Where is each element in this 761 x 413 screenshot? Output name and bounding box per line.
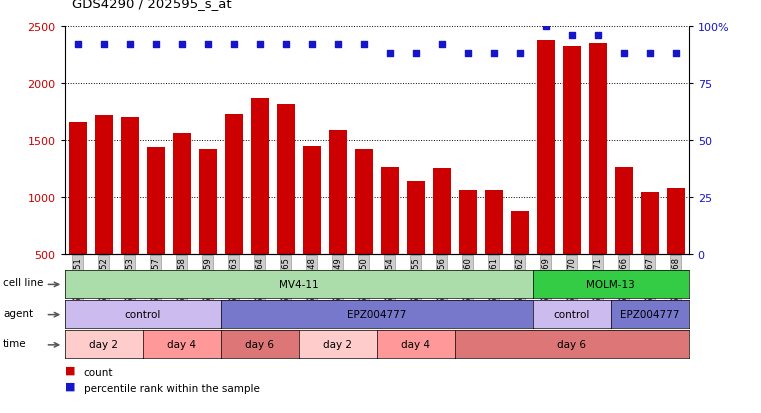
Point: [670, 51, 682, 57]
Bar: [199, 150, 217, 254]
Bar: [173, 134, 191, 254]
Point: [384, 51, 396, 57]
Point: [176, 42, 188, 48]
Bar: [537, 40, 555, 254]
Point: [565, 33, 578, 39]
Bar: [68, 122, 87, 254]
Point: [409, 51, 422, 57]
Point: [591, 33, 603, 39]
Bar: [94, 115, 113, 254]
Text: day 4: day 4: [401, 339, 430, 349]
Point: [332, 42, 344, 48]
Text: day 2: day 2: [323, 339, 352, 349]
Point: [435, 42, 447, 48]
Bar: [380, 168, 399, 254]
Bar: [406, 182, 425, 254]
Text: EPZ004777: EPZ004777: [347, 309, 406, 319]
Point: [462, 51, 474, 57]
Bar: [459, 190, 477, 254]
Bar: [329, 130, 347, 254]
Text: count: count: [84, 367, 113, 377]
Bar: [120, 118, 139, 254]
Bar: [562, 47, 581, 254]
Text: control: control: [125, 309, 161, 319]
Point: [150, 42, 162, 48]
Text: day 6: day 6: [245, 339, 274, 349]
Text: ■: ■: [65, 381, 75, 391]
Point: [123, 42, 135, 48]
Bar: [147, 147, 165, 254]
Point: [618, 51, 630, 57]
Bar: [355, 150, 373, 254]
Text: percentile rank within the sample: percentile rank within the sample: [84, 383, 260, 393]
Bar: [615, 168, 633, 254]
Point: [202, 42, 214, 48]
Point: [514, 51, 526, 57]
Text: agent: agent: [3, 308, 33, 318]
Bar: [641, 192, 659, 254]
Bar: [224, 114, 243, 254]
Text: time: time: [3, 338, 27, 348]
Bar: [511, 212, 529, 254]
Text: day 2: day 2: [89, 339, 118, 349]
Bar: [303, 147, 321, 254]
Point: [253, 42, 266, 48]
Text: cell line: cell line: [3, 278, 43, 288]
Point: [279, 42, 291, 48]
Point: [488, 51, 500, 57]
Bar: [276, 105, 295, 254]
Text: MOLM-13: MOLM-13: [586, 279, 635, 289]
Bar: [588, 44, 607, 254]
Bar: [432, 169, 451, 254]
Bar: [485, 190, 503, 254]
Point: [228, 42, 240, 48]
Point: [358, 42, 370, 48]
Bar: [250, 98, 269, 254]
Text: EPZ004777: EPZ004777: [620, 309, 680, 319]
Point: [97, 42, 110, 48]
Text: MV4-11: MV4-11: [279, 279, 319, 289]
Point: [644, 51, 656, 57]
Text: day 4: day 4: [167, 339, 196, 349]
Text: GDS4290 / 202595_s_at: GDS4290 / 202595_s_at: [72, 0, 232, 10]
Text: day 6: day 6: [557, 339, 586, 349]
Point: [72, 42, 84, 48]
Point: [306, 42, 318, 48]
Text: control: control: [553, 309, 590, 319]
Point: [540, 24, 552, 30]
Text: ■: ■: [65, 365, 75, 375]
Bar: [667, 188, 685, 254]
